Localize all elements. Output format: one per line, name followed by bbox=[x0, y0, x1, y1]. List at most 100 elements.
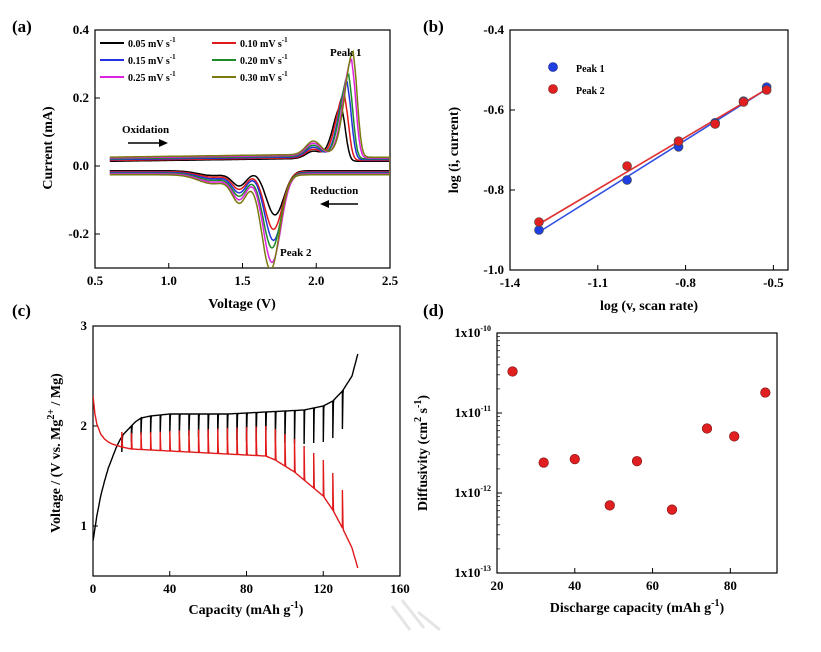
panel-a-legend: 0.05 mV s-1 0.10 mV s-1 0.15 mV s-1 0.20… bbox=[100, 36, 288, 84]
panel-b-ytick-label: -1.0 bbox=[483, 262, 504, 277]
svg-text:Peak 2: Peak 2 bbox=[576, 86, 605, 97]
legend-item-0.25: 0.25 mV s-1 bbox=[100, 70, 176, 84]
panel-c-xtick-label: 120 bbox=[314, 581, 334, 596]
panel-d-xtick-label: 80 bbox=[724, 578, 737, 593]
panel-a-xtick-label: 2.0 bbox=[308, 273, 324, 288]
point-peak1 bbox=[622, 175, 632, 185]
panel-d-diffusivity: (d) 20 40 60 80 1x10-13 1x10-12 1x10-11 1x10-10… bbox=[413, 301, 778, 616]
legend-item-0.20: 0.20 mV s-1 bbox=[212, 53, 288, 67]
panel-d-xtick-label: 20 bbox=[491, 578, 504, 593]
panel-a-ytick-label: -0.2 bbox=[68, 226, 89, 241]
svg-text:0.25 mV s-1: 0.25 mV s-1 bbox=[128, 70, 176, 84]
peak2-annotation: Peak 2 bbox=[280, 247, 312, 259]
legend-item-peak1: Peak 1 bbox=[548, 62, 605, 75]
panel-c-ylabel: Voltage / (V vs. Mg2+ / Mg) bbox=[46, 373, 64, 533]
panel-b-xtick-label: -1.4 bbox=[500, 275, 521, 290]
panel-a-ytick-label: 0.0 bbox=[73, 158, 89, 173]
watermark-mark bbox=[390, 599, 441, 632]
diffusivity-point bbox=[569, 454, 580, 465]
panel-b-ytick-label: -0.4 bbox=[483, 22, 504, 37]
panel-c-xlabel: Capacity (mAh g-1) bbox=[189, 600, 304, 618]
fit-line-peak2 bbox=[538, 88, 768, 225]
diffusivity-point bbox=[666, 504, 678, 515]
peak1-annotation: Peak 1 bbox=[330, 47, 361, 59]
fit-line-peak1 bbox=[538, 88, 768, 233]
point-peak2 bbox=[622, 161, 632, 171]
diffusivity-point bbox=[701, 423, 713, 434]
panel-b-frame bbox=[509, 29, 789, 271]
svg-text:0.15 mV s-1: 0.15 mV s-1 bbox=[128, 53, 176, 67]
diffusivity-point bbox=[729, 431, 740, 442]
panel-c-ytick-label: 1 bbox=[81, 518, 88, 533]
point-peak2 bbox=[738, 97, 749, 107]
panel-c-ytick-label: 3 bbox=[81, 318, 88, 333]
panel-d-ytick-label: 1x10-11 bbox=[455, 404, 491, 420]
point-peak2 bbox=[710, 119, 720, 129]
panel-d-ytick-label: 1x10-12 bbox=[454, 484, 491, 500]
point-peak1 bbox=[534, 225, 544, 235]
svg-text:0.20 mV s-1: 0.20 mV s-1 bbox=[240, 53, 288, 67]
legend-item-0.15: 0.15 mV s-1 bbox=[100, 53, 176, 67]
diffusivity-point bbox=[604, 500, 615, 511]
panel-a-label: (a) bbox=[12, 17, 32, 36]
panel-b-ytick-label: -0.8 bbox=[483, 182, 504, 197]
panel-c-xtick-label: 40 bbox=[163, 581, 176, 596]
panel-c-xtick-label: 160 bbox=[390, 581, 410, 596]
point-peak2 bbox=[761, 85, 772, 95]
panel-d-ylabel: Diffusivity (cm2 s-1) bbox=[413, 395, 431, 511]
point-peak2 bbox=[534, 217, 544, 227]
diffusivity-point bbox=[760, 387, 771, 398]
panel-d-xtick-label: 40 bbox=[568, 578, 581, 593]
cv-curve-5 bbox=[109, 49, 390, 268]
oxidation-arrow bbox=[128, 139, 168, 147]
panel-d-ytick-label: 1x10-13 bbox=[454, 564, 491, 580]
gitt-curve-charge bbox=[93, 353, 359, 542]
panel-b-label: (b) bbox=[423, 17, 444, 36]
panel-c-ytick-label: 2 bbox=[81, 418, 88, 433]
panel-a-ytick-label: 0.2 bbox=[73, 90, 89, 105]
panel-b-xtick-label: -0.5 bbox=[763, 275, 784, 290]
oxidation-annotation: Oxidation bbox=[122, 124, 169, 136]
svg-text:Peak 1: Peak 1 bbox=[576, 64, 605, 75]
panel-a-xtick-label: 1.0 bbox=[161, 273, 177, 288]
panel-d-xlabel: Discharge capacity (mAh g-1) bbox=[550, 598, 725, 616]
panel-a-xtick-label: 2.5 bbox=[382, 273, 399, 288]
legend-item-peak2: Peak 2 bbox=[548, 84, 605, 97]
panel-b-xtick-label: -0.8 bbox=[675, 275, 696, 290]
legend-item-0.05: 0.05 mV s-1 bbox=[100, 36, 176, 50]
svg-text:0.30 mV s-1: 0.30 mV s-1 bbox=[240, 70, 288, 84]
diffusivity-point bbox=[538, 457, 549, 468]
legend-item-0.10: 0.10 mV s-1 bbox=[212, 36, 288, 50]
point-peak2 bbox=[673, 136, 684, 146]
panel-b-ylabel: log (i, current) bbox=[447, 106, 462, 193]
panel-d-xtick-label: 60 bbox=[646, 578, 659, 593]
panel-b-ytick-label: -0.6 bbox=[483, 102, 504, 117]
svg-text:0.05 mV s-1: 0.05 mV s-1 bbox=[128, 36, 176, 50]
panel-b-log-plot: (b) -1.4 -1.1 -0.8 -0.5 -1.0 -0.8 -0.6 -0.4 Pea… bbox=[423, 17, 789, 314]
panel-c-xtick-label: 80 bbox=[240, 581, 253, 596]
panel-a-ytick-label: 0.4 bbox=[73, 22, 90, 37]
panel-b-xlabel: log (v, scan rate) bbox=[600, 299, 698, 314]
diffusivity-point bbox=[631, 456, 643, 467]
panel-c-label: (c) bbox=[12, 301, 31, 320]
cv-curve-1 bbox=[109, 92, 390, 231]
cv-curve-2 bbox=[109, 80, 390, 242]
cv-curve-3 bbox=[109, 72, 390, 249]
reduction-arrow bbox=[320, 200, 358, 208]
panel-d-label: (d) bbox=[423, 301, 444, 320]
panel-a-xtick-label: 0.5 bbox=[87, 273, 104, 288]
panel-c-xtick-label: 0 bbox=[90, 581, 97, 596]
cv-curve-4 bbox=[109, 57, 390, 264]
panel-c-gitt: (c) 0 40 80 120 160 1 2 3 Capacity (mAh g-1) Vo… bbox=[12, 301, 410, 618]
panel-a-cv-curves: (a) 0.5 1.0 1.5 2.0 2.5 -0.2 0.0 0.2 0.4 0.05 mV… bbox=[12, 17, 399, 312]
legend-item-0.30: 0.30 mV s-1 bbox=[212, 70, 288, 84]
panel-a-xlabel: Voltage (V) bbox=[208, 297, 276, 312]
reduction-annotation: Reduction bbox=[310, 185, 358, 197]
diffusivity-point bbox=[507, 366, 518, 377]
panel-d-ytick-label: 1x10-10 bbox=[454, 324, 491, 340]
panel-d-frame bbox=[496, 332, 778, 574]
panel-a-ylabel: Current (mA) bbox=[41, 106, 56, 190]
svg-text:0.10 mV s-1: 0.10 mV s-1 bbox=[240, 36, 288, 50]
panel-b-xtick-label: -1.1 bbox=[587, 275, 608, 290]
panel-b-legend: Peak 1 Peak 2 bbox=[548, 62, 605, 97]
